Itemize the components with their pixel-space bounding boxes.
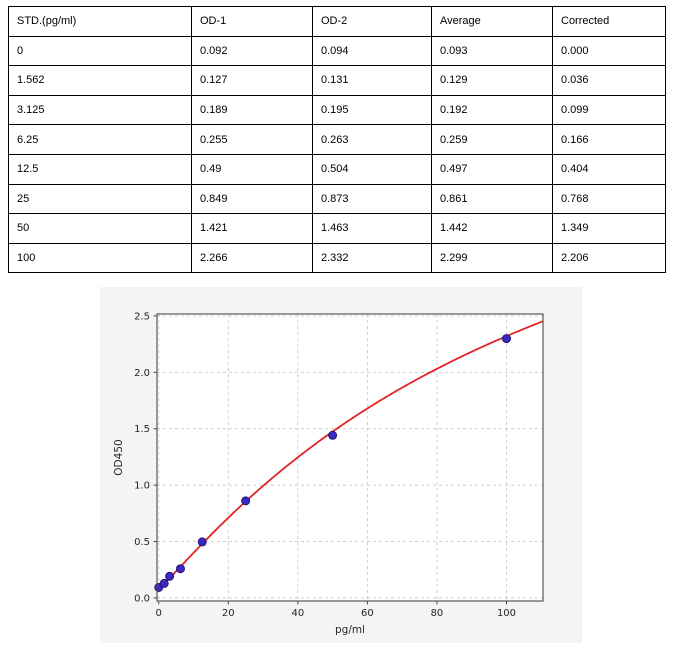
data-point [501, 334, 511, 344]
table-cell: 0.195 [312, 94, 432, 126]
table-cell: 0.873 [312, 183, 432, 215]
table-row: 25 0.849 0.873 0.861 0.768 [8, 183, 666, 215]
plot-area [157, 314, 543, 601]
data-point [159, 578, 169, 588]
col-header-od1: OD-1 [191, 6, 313, 37]
table-cell: 1.349 [552, 213, 666, 244]
y-tick-label: 1.0 [134, 481, 150, 492]
table-cell: 0.189 [191, 94, 313, 126]
table-cell: 0.404 [552, 153, 666, 185]
table-cell: 0.192 [431, 94, 553, 126]
table-cell: 0.093 [431, 35, 553, 67]
y-tick-label: 0.5 [134, 537, 150, 548]
table-cell: 1.442 [431, 213, 553, 244]
data-point [241, 496, 251, 506]
col-header-corrected: Corrected [552, 6, 666, 37]
fit-curve [157, 320, 544, 590]
chart-panel: 0 20 40 60 80 100 0.0 0.5 1.0 1.5 2.0 2.5 pg/ml OD450 [100, 287, 582, 643]
table-cell: 0.000 [552, 35, 666, 67]
table-cell: 100 [8, 242, 192, 274]
table-row: 12.5 0.49 0.504 0.497 0.404 [8, 153, 666, 185]
table-cell: 3.125 [8, 94, 192, 126]
table-cell: 2.206 [552, 242, 666, 274]
x-tick-label: 80 [431, 608, 444, 619]
y-axis-label: OD450 [113, 439, 125, 475]
x-tick-label: 20 [222, 608, 235, 619]
col-header-od2: OD-2 [312, 6, 432, 37]
x-tick-label: 60 [361, 608, 374, 619]
table-row: 1.562 0.127 0.131 0.129 0.036 [8, 65, 666, 96]
data-point [165, 571, 175, 581]
table-cell: 0.768 [552, 183, 666, 215]
table-cell: 0.092 [191, 35, 313, 67]
table-cell: 0.129 [431, 65, 553, 96]
table-cell: 0.497 [431, 153, 553, 185]
data-point [175, 564, 185, 574]
table-cell: 0.259 [431, 124, 553, 155]
y-tick-label: 1.5 [134, 424, 150, 435]
y-tick-label: 0.0 [134, 593, 150, 604]
table-cell: 0 [8, 35, 192, 67]
plot-border [156, 313, 544, 602]
table-cell: 12.5 [8, 153, 192, 185]
data-point [328, 430, 338, 440]
col-header-average: Average [431, 6, 553, 37]
table-cell: 2.266 [191, 242, 313, 274]
y-tick-label: 2.0 [134, 368, 150, 379]
table-cell: 0.849 [191, 183, 313, 215]
table-cell: 2.299 [431, 242, 553, 274]
table-cell: 1.421 [191, 213, 313, 244]
table-cell: 0.255 [191, 124, 313, 155]
standard-curve-chart: 0 20 40 60 80 100 0.0 0.5 1.0 1.5 2.0 2.5 pg/ml OD450 [100, 287, 582, 643]
table-cell: 0.166 [552, 124, 666, 155]
table-cell: 0.099 [552, 94, 666, 126]
y-tick-label: 2.5 [134, 311, 150, 322]
table-cell: 0.263 [312, 124, 432, 155]
x-tick-label: 100 [497, 608, 516, 619]
table-cell: 0.127 [191, 65, 313, 96]
table-row: 50 1.421 1.463 1.442 1.349 [8, 213, 666, 244]
table-cell: 0.49 [191, 153, 313, 185]
table-row: 100 2.266 2.332 2.299 2.206 [8, 242, 666, 274]
table-cell: 0.036 [552, 65, 666, 96]
table-header-row: STD.(pg/ml) OD-1 OD-2 Average Corrected [8, 6, 666, 37]
x-tick-label: 0 [156, 608, 162, 619]
data-point [197, 537, 207, 547]
table-cell: 25 [8, 183, 192, 215]
table-cell: 6.25 [8, 124, 192, 155]
table-cell: 0.131 [312, 65, 432, 96]
x-axis-label: pg/ml [335, 624, 365, 636]
table-cell: 2.332 [312, 242, 432, 274]
table-row: 3.125 0.189 0.195 0.192 0.099 [8, 94, 666, 126]
col-header-std: STD.(pg/ml) [8, 6, 192, 37]
table-cell: 0.094 [312, 35, 432, 67]
table-row: 0 0.092 0.094 0.093 0.000 [8, 35, 666, 67]
table-cell: 50 [8, 213, 192, 244]
table-cell: 0.504 [312, 153, 432, 185]
table-row: 6.25 0.255 0.263 0.259 0.166 [8, 124, 666, 155]
table-cell: 1.562 [8, 65, 192, 96]
table-cell: 0.861 [431, 183, 553, 215]
standards-table: STD.(pg/ml) OD-1 OD-2 Average Corrected … [8, 6, 666, 274]
x-tick-label: 40 [291, 608, 304, 619]
table-cell: 1.463 [312, 213, 432, 244]
